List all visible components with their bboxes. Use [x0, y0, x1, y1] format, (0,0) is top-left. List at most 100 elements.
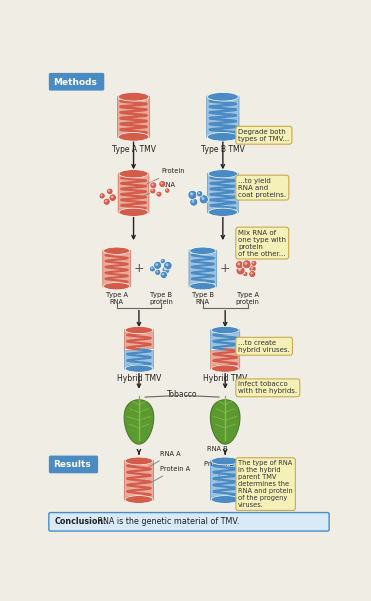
Circle shape	[162, 266, 170, 274]
FancyBboxPatch shape	[117, 96, 150, 138]
Ellipse shape	[125, 496, 153, 504]
FancyBboxPatch shape	[211, 329, 240, 350]
Text: Type A TMV: Type A TMV	[112, 144, 155, 153]
Ellipse shape	[125, 326, 153, 334]
FancyBboxPatch shape	[103, 250, 131, 287]
Circle shape	[151, 267, 153, 269]
Circle shape	[156, 270, 158, 273]
Circle shape	[236, 266, 245, 275]
FancyBboxPatch shape	[207, 173, 238, 213]
Text: +: +	[134, 262, 144, 275]
Circle shape	[103, 198, 110, 205]
Text: Methods: Methods	[53, 78, 97, 87]
Ellipse shape	[207, 132, 238, 141]
Text: The type of RNA
in the hybrid
parent TMV
determines the
RNA and protein
of the p: The type of RNA in the hybrid parent TMV…	[238, 460, 293, 508]
Text: Protein A: Protein A	[151, 466, 191, 483]
Ellipse shape	[211, 326, 239, 334]
Ellipse shape	[208, 208, 237, 216]
Polygon shape	[124, 400, 154, 444]
Ellipse shape	[208, 169, 237, 178]
Text: Tobacco: Tobacco	[167, 390, 197, 399]
Ellipse shape	[211, 457, 239, 465]
FancyBboxPatch shape	[124, 349, 154, 370]
Circle shape	[150, 188, 156, 194]
Ellipse shape	[125, 365, 153, 372]
Ellipse shape	[119, 169, 148, 178]
Circle shape	[250, 183, 252, 185]
Text: Protein: Protein	[147, 168, 185, 184]
Circle shape	[111, 195, 113, 198]
Circle shape	[165, 188, 170, 194]
Circle shape	[242, 260, 251, 269]
Circle shape	[155, 269, 161, 275]
Circle shape	[150, 182, 157, 189]
Circle shape	[162, 273, 164, 275]
Circle shape	[160, 182, 163, 185]
Circle shape	[191, 200, 194, 203]
Text: Hybrid TMV: Hybrid TMV	[117, 374, 161, 383]
Circle shape	[160, 271, 167, 279]
Ellipse shape	[125, 457, 153, 465]
Circle shape	[249, 182, 255, 188]
FancyBboxPatch shape	[49, 456, 98, 474]
Circle shape	[165, 263, 168, 266]
Ellipse shape	[118, 93, 149, 101]
Ellipse shape	[211, 365, 239, 372]
Circle shape	[150, 266, 155, 272]
Circle shape	[106, 188, 113, 195]
Text: ...to yield
RNA and
coat proteins.: ...to yield RNA and coat proteins.	[238, 178, 286, 198]
Text: RNA B: RNA B	[207, 446, 228, 463]
Circle shape	[201, 197, 204, 200]
Ellipse shape	[104, 282, 130, 290]
Circle shape	[160, 258, 165, 264]
Circle shape	[166, 189, 168, 191]
Circle shape	[151, 189, 153, 191]
FancyBboxPatch shape	[124, 329, 154, 350]
Ellipse shape	[190, 247, 216, 254]
Text: Hybrid TMV: Hybrid TMV	[203, 374, 247, 383]
Text: Mix RNA of
one type with
protein
of the other...: Mix RNA of one type with protein of the …	[238, 230, 286, 257]
Circle shape	[236, 190, 238, 192]
Circle shape	[101, 194, 103, 197]
Circle shape	[250, 272, 253, 275]
Text: Type B
RNA: Type B RNA	[192, 291, 214, 305]
Circle shape	[243, 191, 252, 200]
Circle shape	[109, 194, 116, 201]
Circle shape	[249, 265, 256, 272]
Circle shape	[151, 183, 154, 186]
Circle shape	[190, 198, 198, 206]
Circle shape	[238, 268, 241, 271]
Circle shape	[251, 260, 257, 266]
Text: Type A
protein: Type A protein	[236, 291, 259, 305]
Circle shape	[198, 192, 200, 194]
Circle shape	[244, 262, 247, 265]
Circle shape	[242, 184, 244, 186]
Circle shape	[99, 193, 105, 199]
FancyBboxPatch shape	[211, 460, 240, 500]
Circle shape	[251, 267, 253, 269]
Circle shape	[236, 261, 244, 269]
Circle shape	[159, 180, 166, 188]
Circle shape	[105, 200, 107, 203]
Text: RNA A: RNA A	[149, 451, 181, 467]
Ellipse shape	[104, 247, 130, 254]
Text: Conclusion:: Conclusion:	[55, 517, 107, 526]
Circle shape	[154, 261, 162, 269]
FancyBboxPatch shape	[118, 173, 149, 213]
FancyBboxPatch shape	[49, 73, 104, 91]
Circle shape	[245, 192, 249, 196]
FancyBboxPatch shape	[211, 349, 240, 370]
Circle shape	[252, 261, 255, 264]
Circle shape	[161, 260, 163, 261]
Circle shape	[156, 191, 162, 197]
Circle shape	[164, 261, 172, 270]
FancyBboxPatch shape	[49, 513, 329, 531]
Circle shape	[199, 195, 209, 204]
Circle shape	[196, 191, 203, 197]
Text: RNA is the genetic material of TMV.: RNA is the genetic material of TMV.	[95, 517, 239, 526]
Circle shape	[255, 189, 257, 192]
Circle shape	[241, 183, 246, 188]
Polygon shape	[210, 400, 240, 444]
Text: Type A
RNA: Type A RNA	[106, 291, 128, 305]
Ellipse shape	[118, 132, 149, 141]
